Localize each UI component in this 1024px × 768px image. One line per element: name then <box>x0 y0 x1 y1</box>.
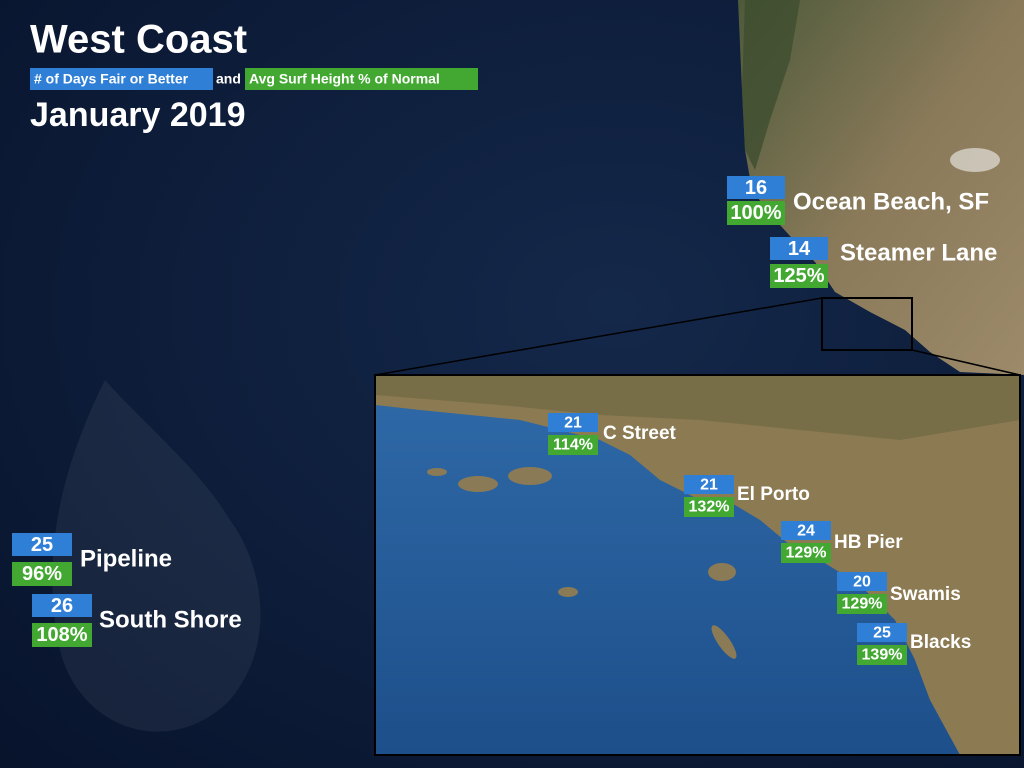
island <box>458 476 498 492</box>
days-value: 24 <box>797 523 815 540</box>
height-box <box>781 543 831 563</box>
spot-name: El Porto <box>737 484 810 505</box>
mountains <box>375 375 1020 440</box>
height-box <box>770 264 828 288</box>
island <box>427 468 447 476</box>
inset-land <box>375 375 1020 755</box>
legend-height-swatch <box>245 68 478 90</box>
island <box>508 467 552 485</box>
days-box <box>727 176 785 199</box>
forest <box>742 0 800 170</box>
height-value: 125% <box>773 265 824 287</box>
days-value: 16 <box>745 177 767 199</box>
days-value: 20 <box>853 574 871 591</box>
spot-name: HB Pier <box>834 532 903 553</box>
legend-days: # of Days Fair or Better <box>34 71 189 87</box>
days-box <box>684 475 734 494</box>
days-value: 25 <box>31 534 53 556</box>
height-value: 114% <box>553 437 593 454</box>
days-box <box>12 533 72 556</box>
legend-days-swatch <box>30 68 213 90</box>
island <box>708 563 736 581</box>
island <box>711 625 737 659</box>
days-box <box>32 594 92 617</box>
height-value: 96% <box>22 563 62 585</box>
spot-name: Pipeline <box>80 545 172 572</box>
spot-name: South Shore <box>99 606 242 633</box>
days-box <box>548 413 598 432</box>
spot-name: C Street <box>603 423 677 444</box>
height-value: 100% <box>730 202 781 224</box>
height-box <box>684 497 734 517</box>
connector <box>911 349 1021 376</box>
title: West Coast <box>30 18 247 62</box>
spot-name: Ocean Beach, SF <box>793 188 989 215</box>
days-value: 21 <box>700 477 718 494</box>
connector <box>374 297 823 376</box>
height-value: 129% <box>786 545 827 562</box>
inset-border <box>374 374 1021 756</box>
watermark <box>52 380 261 732</box>
inset <box>374 374 1021 756</box>
inset-locator <box>821 297 913 351</box>
height-box <box>12 562 72 586</box>
land <box>738 0 1024 375</box>
height-box <box>837 594 887 614</box>
spot-name: Blacks <box>910 632 971 653</box>
days-box <box>770 237 828 260</box>
spots: 16 100% Ocean Beach, SF 14 125% Steamer Lane 2… <box>12 176 997 665</box>
days-value: 21 <box>564 415 582 432</box>
height-value: 129% <box>842 596 883 613</box>
days-value: 25 <box>873 625 891 642</box>
height-box <box>857 645 907 665</box>
spot-name: Swamis <box>890 584 961 605</box>
days-value: 26 <box>51 595 73 617</box>
legend-and: and <box>216 71 241 87</box>
height-box <box>727 201 785 225</box>
legend-height: Avg Surf Height % of Normal <box>249 71 440 87</box>
days-box <box>837 572 887 591</box>
subtitle: January 2019 <box>30 96 246 134</box>
days-value: 14 <box>788 238 811 260</box>
island <box>558 587 578 597</box>
days-box <box>857 623 907 642</box>
height-value: 132% <box>689 499 730 516</box>
height-value: 139% <box>862 647 903 664</box>
salt-flat <box>950 148 1000 172</box>
days-box <box>781 521 831 540</box>
height-box <box>548 435 598 455</box>
spot-name: Steamer Lane <box>840 239 997 266</box>
height-box <box>32 623 92 647</box>
height-value: 108% <box>36 624 87 646</box>
